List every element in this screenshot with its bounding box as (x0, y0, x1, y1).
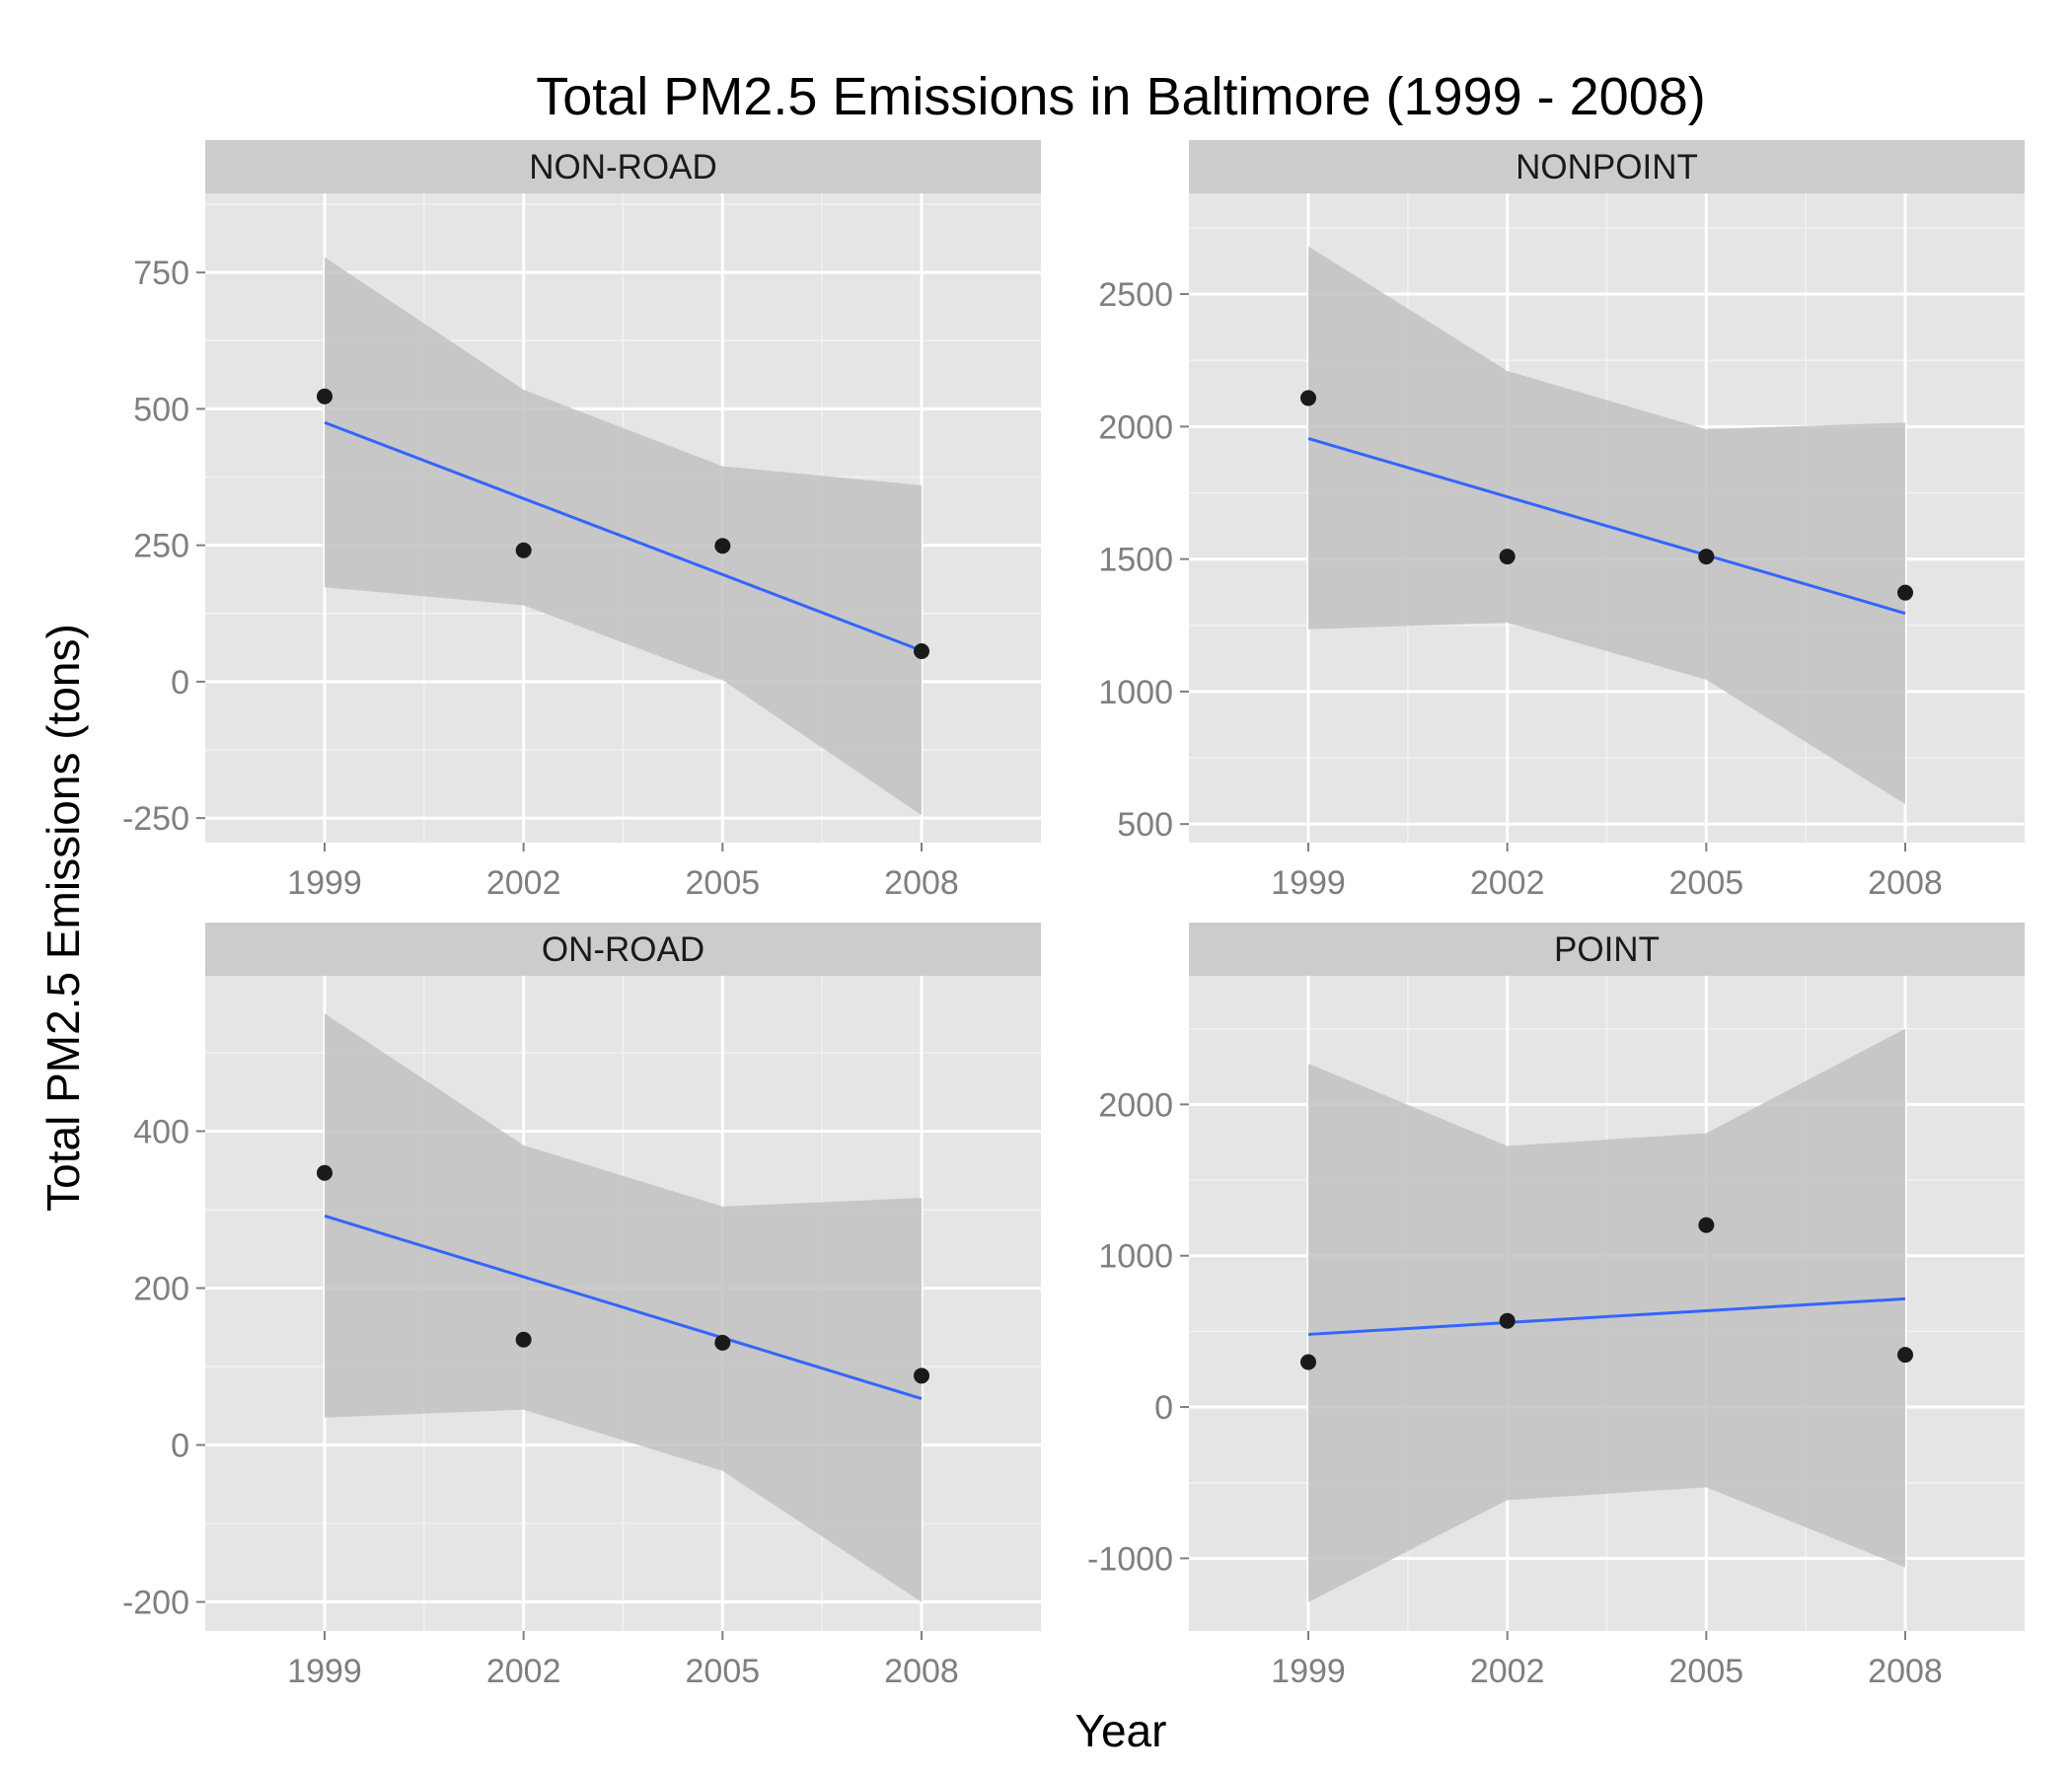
y-tick-label: -1000 (1087, 1540, 1173, 1578)
data-point (1897, 584, 1913, 601)
y-tick-label: 2000 (1098, 1086, 1173, 1124)
y-tick-label: 0 (1154, 1389, 1173, 1427)
y-tick-label: 0 (171, 1428, 189, 1465)
regression-line (1307, 436, 1906, 616)
y-tick-label: 500 (1117, 806, 1173, 844)
panel-on-road: ON-ROAD -200 0 200 400 1999 2002 2005 2008 (122, 923, 1041, 1690)
x-tick-label: 2002 (486, 1653, 561, 1690)
x-tick-label: 1999 (1271, 1653, 1346, 1690)
x-axis-title: Year (1075, 1705, 1167, 1756)
x-tick-label: 2005 (1669, 1653, 1744, 1690)
y-tick-label: -250 (122, 800, 189, 838)
strip-background (205, 923, 1041, 976)
y-axis-title: Total PM2.5 Emissions (tons) (37, 624, 89, 1212)
y-tick-label: -200 (122, 1585, 189, 1622)
panel-point: POINT -1000 0 1000 2000 1999 2002 2005 2008 (1087, 923, 2025, 1690)
x-tick-label: 2008 (1868, 864, 1943, 902)
strip-label: NON-ROAD (529, 148, 717, 186)
data-point (1300, 1354, 1316, 1370)
data-point (515, 542, 532, 558)
regression-line (1307, 1296, 1906, 1336)
x-tick-label: 2005 (686, 864, 761, 902)
y-tick-label: 400 (133, 1113, 189, 1150)
x-tick-label: 2002 (486, 864, 561, 902)
data-point (1499, 549, 1516, 565)
data-point (515, 1331, 532, 1348)
data-point (914, 643, 929, 660)
data-point (1300, 390, 1316, 407)
strip-label: POINT (1554, 930, 1660, 969)
data-point (914, 1368, 929, 1384)
x-tick-label: 2002 (1470, 1653, 1545, 1690)
y-tick-label: 750 (133, 255, 189, 292)
data-point (1499, 1312, 1516, 1329)
strip-background (1189, 923, 2025, 976)
x-tick-label: 2005 (686, 1653, 761, 1690)
panel-nonpoint: NONPOINT 500 1000 1500 2000 2500 1999 2002 2005 2… (1098, 140, 2025, 902)
x-tick-label: 2008 (884, 1653, 959, 1690)
data-point (317, 388, 333, 405)
x-tick-label: 2008 (1868, 1653, 1943, 1690)
y-tick-label: 2000 (1098, 408, 1173, 446)
y-tick-label: 250 (133, 528, 189, 565)
x-tick-label: 2008 (884, 864, 959, 902)
data-point (1698, 549, 1715, 565)
y-tick-label: 2500 (1098, 276, 1173, 314)
strip-label: NONPOINT (1516, 148, 1698, 186)
x-tick-label: 1999 (1271, 864, 1346, 902)
strip-background (205, 140, 1041, 193)
chart-title: Total PM2.5 Emissions in Baltimore (1999… (536, 67, 1706, 126)
data-point (1698, 1217, 1715, 1233)
y-tick-label: 1500 (1098, 542, 1173, 579)
x-tick-label: 2005 (1669, 864, 1744, 902)
data-point (714, 1334, 731, 1351)
strip-background (1189, 140, 2025, 193)
panel-non-road: NON-ROAD -250 0 250 500 750 1999 2002 2005 2008 (122, 140, 1041, 902)
y-tick-label: 0 (171, 664, 189, 702)
strip-label: ON-ROAD (542, 930, 704, 969)
data-point (317, 1164, 333, 1181)
y-tick-label: 1000 (1098, 1238, 1173, 1276)
y-tick-label: 1000 (1098, 674, 1173, 711)
regression-line (324, 420, 923, 652)
x-tick-label: 1999 (287, 1653, 362, 1690)
x-tick-label: 2002 (1470, 864, 1545, 902)
data-point (1897, 1347, 1913, 1364)
x-tick-label: 1999 (287, 864, 362, 902)
regression-line (324, 1214, 923, 1401)
data-point (714, 538, 731, 555)
y-tick-label: 200 (133, 1270, 189, 1307)
y-tick-label: 500 (133, 391, 189, 428)
